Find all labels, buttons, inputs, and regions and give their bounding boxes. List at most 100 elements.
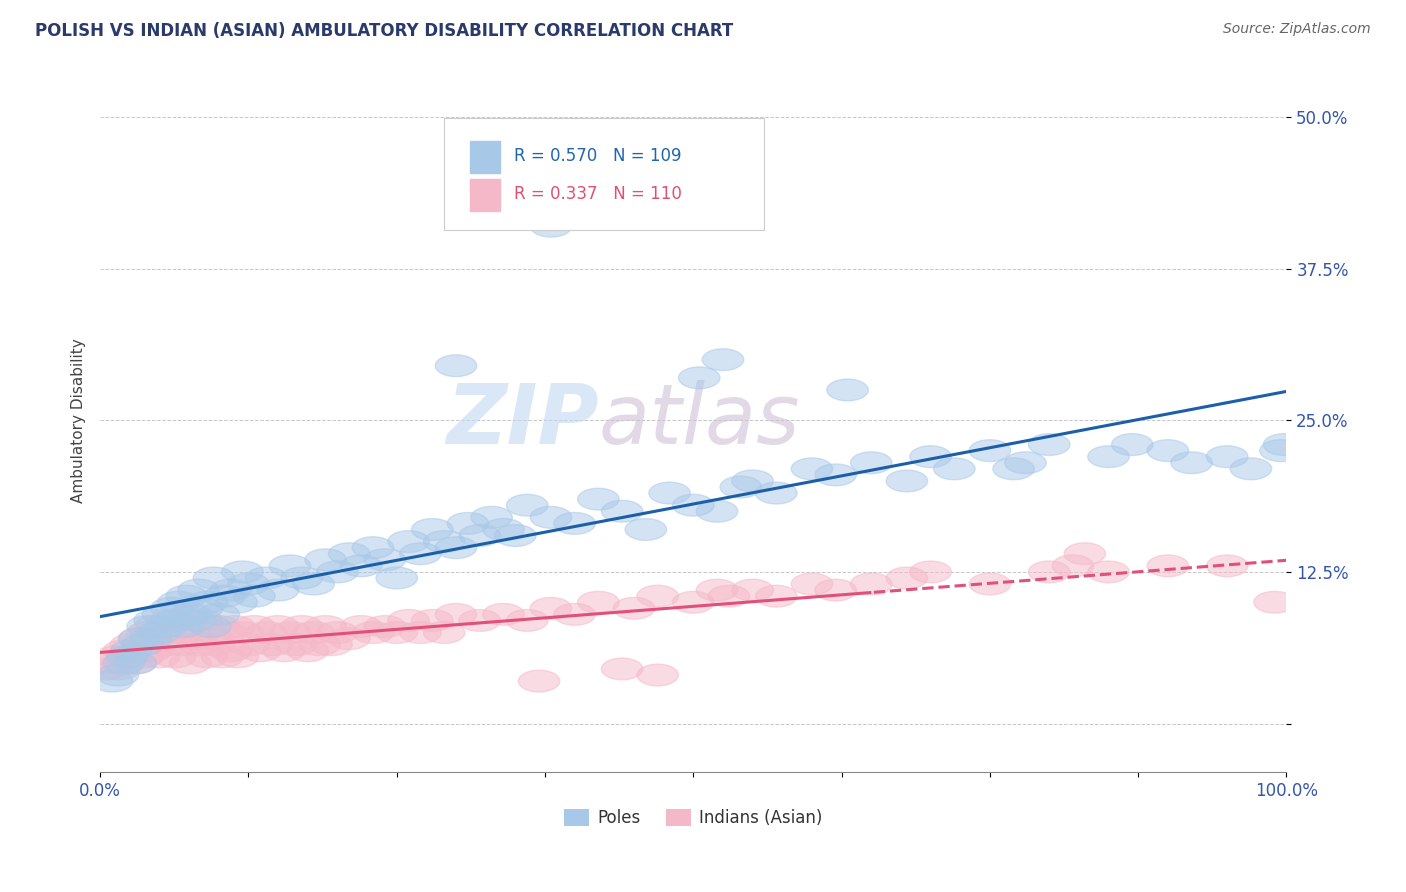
Ellipse shape <box>934 458 974 480</box>
Ellipse shape <box>530 598 572 619</box>
Ellipse shape <box>110 640 152 662</box>
Ellipse shape <box>792 458 832 480</box>
Ellipse shape <box>131 640 172 662</box>
Ellipse shape <box>851 574 891 595</box>
Ellipse shape <box>436 355 477 376</box>
Ellipse shape <box>193 567 235 589</box>
Ellipse shape <box>177 579 219 601</box>
Ellipse shape <box>340 555 382 577</box>
Ellipse shape <box>886 470 928 491</box>
Ellipse shape <box>471 507 512 528</box>
Ellipse shape <box>150 609 193 632</box>
Ellipse shape <box>554 513 595 534</box>
Ellipse shape <box>1028 434 1070 456</box>
Ellipse shape <box>353 537 394 558</box>
Ellipse shape <box>578 488 619 510</box>
Text: atlas: atlas <box>599 380 800 461</box>
Ellipse shape <box>815 464 856 486</box>
Ellipse shape <box>115 652 156 673</box>
Ellipse shape <box>122 634 163 656</box>
Ellipse shape <box>1206 446 1249 467</box>
Ellipse shape <box>193 634 235 656</box>
Ellipse shape <box>412 609 453 632</box>
Ellipse shape <box>519 670 560 692</box>
Ellipse shape <box>276 634 316 656</box>
Ellipse shape <box>696 500 738 522</box>
Ellipse shape <box>316 561 359 582</box>
Ellipse shape <box>107 646 148 668</box>
Ellipse shape <box>482 604 524 625</box>
Ellipse shape <box>163 615 204 638</box>
Ellipse shape <box>375 622 418 643</box>
Ellipse shape <box>299 634 340 656</box>
Ellipse shape <box>672 494 714 516</box>
Ellipse shape <box>110 634 152 656</box>
Ellipse shape <box>1088 446 1129 467</box>
Ellipse shape <box>103 640 145 662</box>
Ellipse shape <box>246 567 287 589</box>
Ellipse shape <box>648 483 690 504</box>
Ellipse shape <box>672 591 714 613</box>
Ellipse shape <box>163 634 204 656</box>
Ellipse shape <box>353 622 394 643</box>
Bar <box>470 141 501 173</box>
Ellipse shape <box>388 609 429 632</box>
Ellipse shape <box>436 537 477 558</box>
Ellipse shape <box>118 628 160 649</box>
Ellipse shape <box>1171 452 1212 474</box>
Ellipse shape <box>118 628 160 649</box>
Legend: Poles, Indians (Asian): Poles, Indians (Asian) <box>558 803 830 834</box>
Ellipse shape <box>292 574 335 595</box>
Ellipse shape <box>458 524 501 547</box>
Ellipse shape <box>186 591 228 613</box>
Ellipse shape <box>115 652 156 673</box>
Ellipse shape <box>316 622 359 643</box>
Ellipse shape <box>263 640 305 662</box>
Ellipse shape <box>506 494 548 516</box>
Ellipse shape <box>127 615 169 638</box>
Ellipse shape <box>1260 440 1302 461</box>
Text: R = 0.337   N = 110: R = 0.337 N = 110 <box>515 185 682 202</box>
Ellipse shape <box>530 507 572 528</box>
Ellipse shape <box>399 543 441 565</box>
Ellipse shape <box>305 549 346 571</box>
Ellipse shape <box>1112 434 1153 456</box>
Ellipse shape <box>269 622 311 643</box>
Ellipse shape <box>626 518 666 541</box>
Ellipse shape <box>1052 555 1094 577</box>
Ellipse shape <box>1206 555 1249 577</box>
FancyBboxPatch shape <box>444 118 765 230</box>
Ellipse shape <box>214 615 254 638</box>
Ellipse shape <box>198 615 239 638</box>
Ellipse shape <box>637 585 679 607</box>
Ellipse shape <box>150 598 193 619</box>
Ellipse shape <box>755 585 797 607</box>
Ellipse shape <box>696 579 738 601</box>
Ellipse shape <box>827 379 869 401</box>
Ellipse shape <box>186 646 228 668</box>
Ellipse shape <box>157 591 200 613</box>
Ellipse shape <box>292 622 335 643</box>
Ellipse shape <box>233 615 276 638</box>
Ellipse shape <box>146 634 187 656</box>
Ellipse shape <box>602 658 643 680</box>
Ellipse shape <box>181 609 224 632</box>
Ellipse shape <box>423 622 465 643</box>
Ellipse shape <box>495 524 536 547</box>
Ellipse shape <box>233 585 276 607</box>
Ellipse shape <box>127 622 169 643</box>
Ellipse shape <box>157 622 200 643</box>
Ellipse shape <box>1028 561 1070 582</box>
Ellipse shape <box>209 579 252 601</box>
Ellipse shape <box>613 598 655 619</box>
Ellipse shape <box>190 628 231 649</box>
Ellipse shape <box>993 458 1035 480</box>
Ellipse shape <box>679 367 720 389</box>
Ellipse shape <box>755 483 797 504</box>
Ellipse shape <box>155 609 195 632</box>
Ellipse shape <box>246 622 287 643</box>
Ellipse shape <box>142 604 184 625</box>
Ellipse shape <box>602 500 643 522</box>
Ellipse shape <box>139 646 180 668</box>
Ellipse shape <box>506 609 548 632</box>
